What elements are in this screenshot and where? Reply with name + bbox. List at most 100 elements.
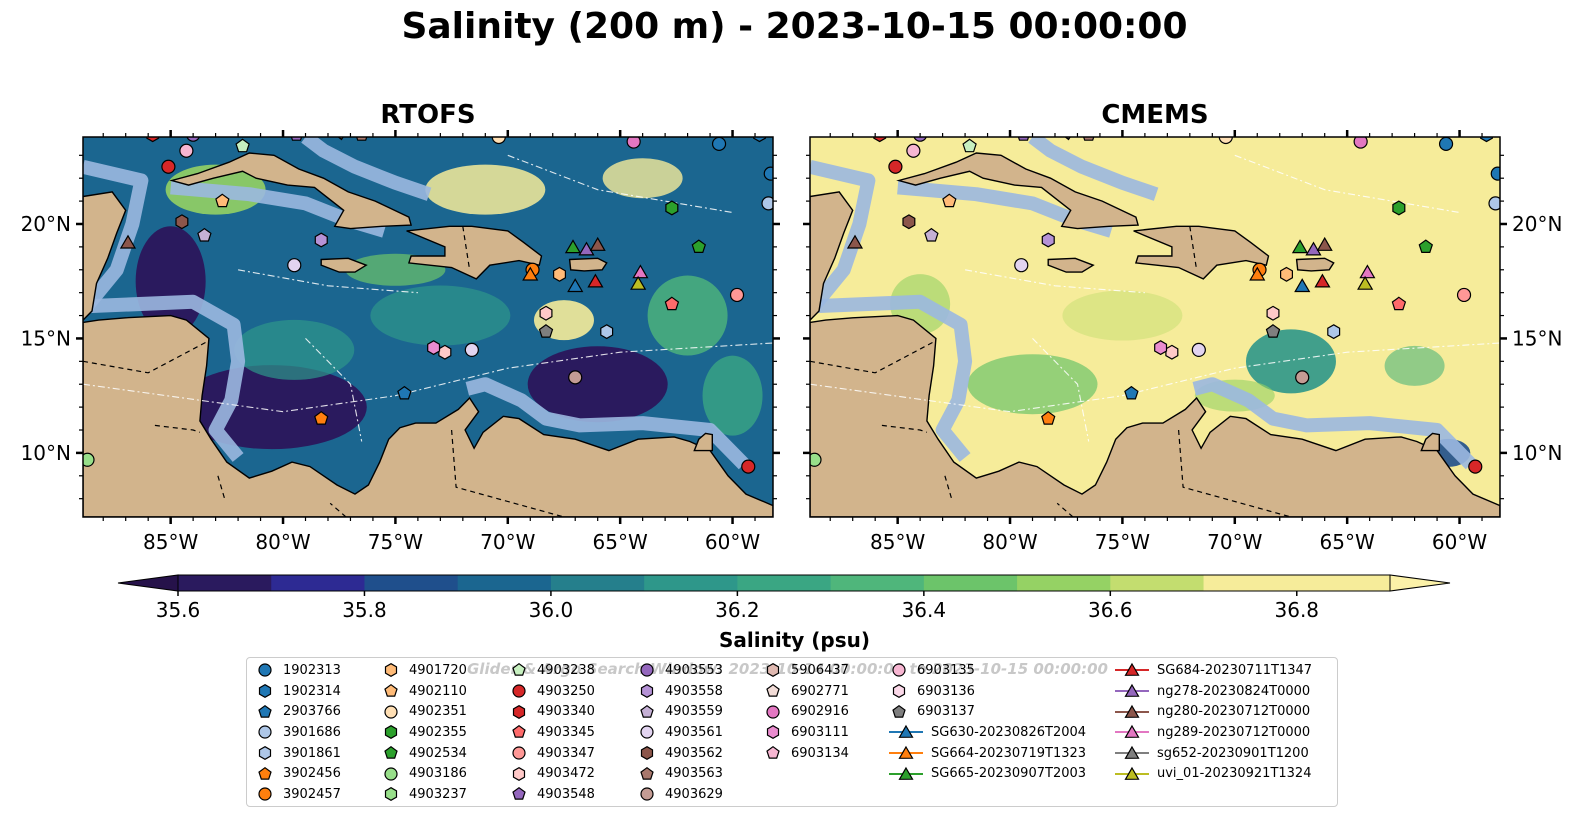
salinity-patch — [967, 354, 1098, 415]
legend-marker — [898, 725, 914, 739]
legend-item: ng278-20230824T0000 — [1115, 681, 1312, 702]
x-tick-label: 85°W — [143, 530, 198, 554]
observation-marker — [1265, 324, 1281, 338]
salinity-patch — [1384, 345, 1445, 386]
salinity-patch — [527, 346, 668, 423]
legend-label: SG630-20230826T2004 — [931, 724, 1087, 740]
legend-column: 4901720 4902110 4902351 4902355 4902534 49031… — [381, 660, 467, 805]
country-border — [462, 226, 471, 270]
observation-marker — [1154, 340, 1168, 356]
observation-marker — [1438, 137, 1454, 151]
observation-marker — [491, 137, 506, 145]
observation-marker — [567, 278, 584, 293]
observation-marker — [888, 159, 903, 174]
legend-marker-icon — [512, 766, 526, 781]
country-border — [154, 424, 201, 433]
legend-label: sg652-20230901T1200 — [1157, 745, 1309, 761]
observation-marker — [761, 196, 773, 211]
legend-item: 3901861 — [255, 743, 341, 764]
legend-marker — [384, 767, 398, 781]
observation-marker — [314, 410, 329, 425]
observation-marker — [175, 214, 189, 230]
legend-marker-icon — [892, 704, 906, 718]
observation-marker — [664, 296, 680, 311]
observation-marker — [1291, 239, 1309, 254]
legend-marker — [512, 787, 526, 801]
eez-boundary — [238, 269, 418, 294]
colorbar-segment — [830, 575, 925, 591]
legend-marker-icon — [512, 725, 526, 739]
observation-marker — [1294, 278, 1311, 293]
observation-marker — [1266, 305, 1280, 321]
legend-column: SG684-20230711T1347 ng278-20230824T0000 ng… — [1115, 660, 1312, 784]
legend-marker-icon — [512, 787, 526, 801]
legend-label: ng280-20230712T0000 — [1157, 704, 1311, 720]
legend-item: 3902456 — [255, 763, 341, 784]
legend-marker-icon — [258, 704, 272, 718]
legend-marker — [258, 663, 272, 677]
legend-column: 4903553 4903558 4903559 4903561 4903562 49035… — [637, 660, 723, 805]
y-tick-label: 15°N — [1512, 326, 1562, 350]
legend-item: 6903137 — [889, 701, 1086, 722]
country-border — [217, 475, 226, 499]
legend-marker-icon — [258, 684, 272, 699]
observation-marker — [846, 234, 864, 249]
colorbar-extend-low — [117, 574, 179, 592]
observation-marker — [1468, 459, 1483, 474]
country-border — [83, 340, 210, 374]
legend-marker — [640, 725, 654, 740]
legend-marker — [1124, 663, 1140, 677]
observation-marker — [1017, 137, 1030, 141]
y-tick-label: 20°N — [21, 212, 71, 236]
observation-marker — [711, 137, 727, 151]
legend-marker-icon — [766, 683, 780, 697]
colorbar-segment — [644, 575, 738, 591]
legend-label: ng289-20230712T0000 — [1157, 724, 1311, 740]
legend-label: 1902313 — [283, 662, 341, 678]
legend-marker — [892, 684, 906, 699]
observation-marker — [1218, 137, 1233, 145]
legend-label: 5906437 — [791, 662, 849, 678]
legend-item: 4903629 — [637, 784, 723, 805]
legend-item: 6902916 — [763, 701, 849, 722]
legend-marker-icon — [766, 705, 780, 719]
colorbar-segment — [550, 575, 645, 591]
colorbar-tick-label: 35.8 — [342, 598, 387, 622]
legend-label: 6903135 — [917, 662, 975, 678]
legend-label: 4903553 — [665, 662, 723, 678]
map-frame — [809, 136, 1501, 518]
legend-marker — [766, 705, 780, 719]
x-tick-label: 75°W — [368, 530, 423, 554]
legend-label: 4903558 — [665, 683, 723, 699]
legend-marker — [512, 684, 526, 698]
observation-marker — [1456, 287, 1472, 303]
colorbar-segment — [1203, 575, 1298, 591]
observation-marker — [913, 137, 927, 142]
land-mass — [1295, 257, 1335, 272]
colorbar-tick-label: 36.4 — [902, 598, 947, 622]
country-border — [329, 502, 347, 517]
country-border — [1189, 226, 1198, 270]
colorbar-segment — [923, 575, 1018, 591]
legend-label: 3901861 — [283, 745, 341, 761]
legend-marker-icon — [1115, 683, 1149, 697]
shelf-zone — [1192, 377, 1476, 470]
eez-boundary — [507, 154, 733, 214]
colorbar-segment — [178, 575, 272, 591]
legend-marker — [892, 704, 906, 718]
x-tick-label: 60°W — [1432, 530, 1487, 554]
y-tick-label: 10°N — [1512, 441, 1562, 465]
x-tick-label: 65°W — [1320, 530, 1375, 554]
legend-label: 4903347 — [537, 745, 595, 761]
observation-marker — [942, 193, 957, 208]
eez-boundary — [1234, 154, 1460, 214]
legend-item: 4902355 — [381, 722, 467, 743]
legend-marker — [384, 746, 398, 759]
legend-marker — [258, 746, 272, 761]
observation-marker — [427, 340, 441, 356]
legend-marker-icon — [1115, 704, 1149, 718]
legend-marker — [384, 787, 398, 802]
legend-marker-icon — [1115, 745, 1149, 760]
observation-marker — [564, 239, 582, 254]
observation-marker — [1357, 275, 1374, 290]
